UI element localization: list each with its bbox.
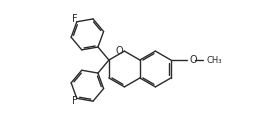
Text: O: O bbox=[189, 55, 197, 65]
Text: O: O bbox=[116, 46, 124, 56]
Text: F: F bbox=[71, 96, 77, 106]
Text: CH₃: CH₃ bbox=[207, 56, 222, 65]
Text: F: F bbox=[71, 14, 77, 24]
